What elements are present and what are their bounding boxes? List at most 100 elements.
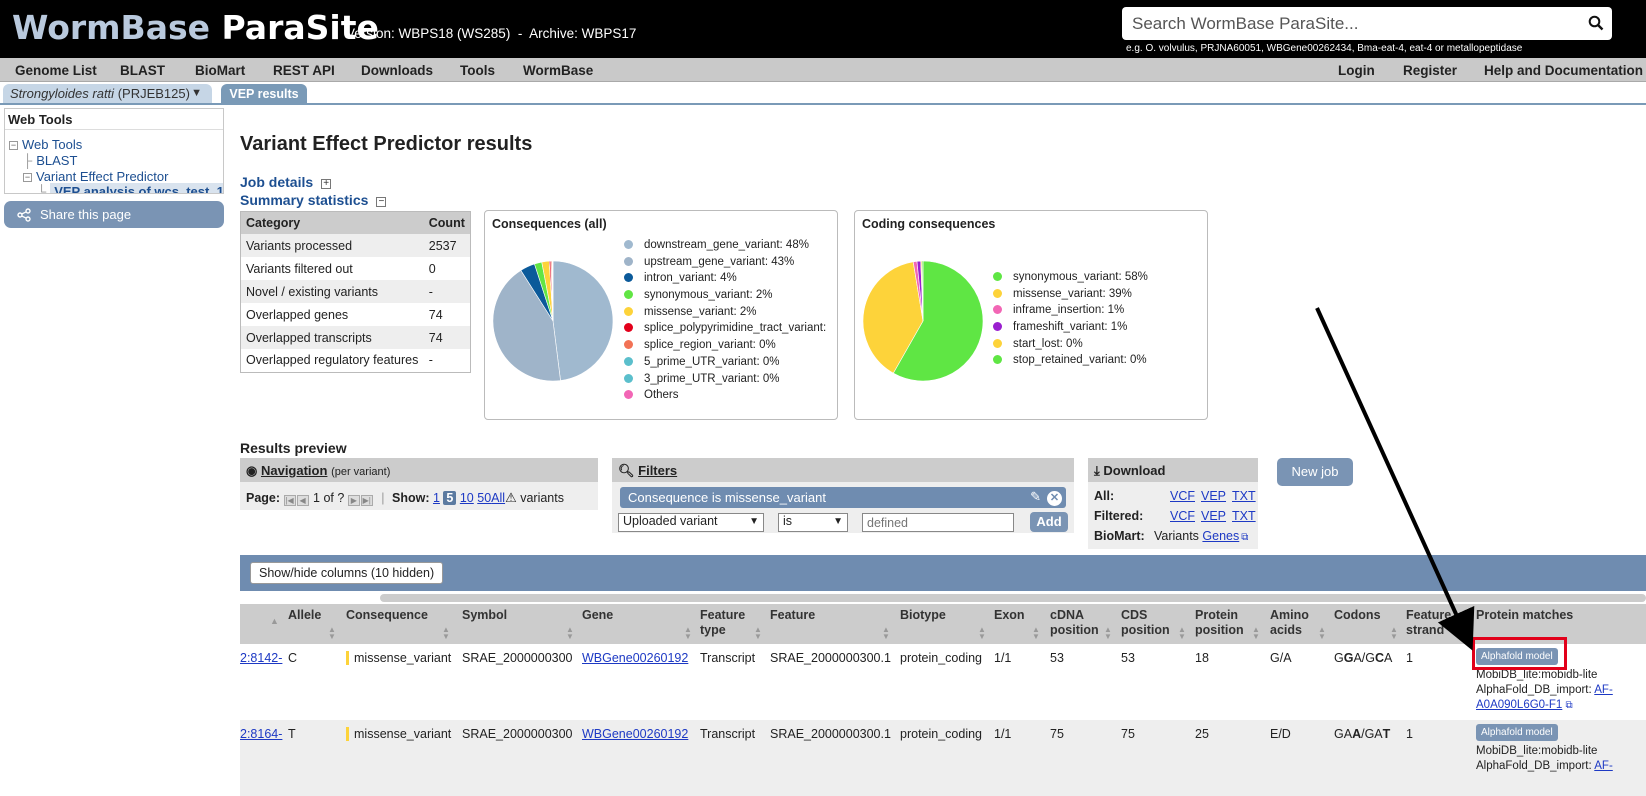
tree-item-blast[interactable]: ├BLAST [23,153,77,168]
add-filter-button[interactable]: Add [1030,512,1068,532]
show-hide-columns-button[interactable]: Show/hide columns (10 hidden) [250,562,443,584]
download-filtered-vcf[interactable]: VCF [1170,509,1195,523]
col-protein-position[interactable]: Protein position [1195,608,1245,638]
job-details-toggle[interactable]: Job details+ [240,174,331,190]
alphafold-id-link[interactable]: A0A090L6G0-F1 [1476,699,1562,711]
sort-icon[interactable]: ▲▼ [882,626,890,640]
tab-vep-results[interactable]: VEP results [221,84,307,104]
legend-item[interactable]: splice_region_variant: 0% [624,339,826,356]
legend-item[interactable]: inframe_insertion: 1% [993,304,1148,321]
filter-operator-select[interactable]: is▼ [778,513,848,532]
col-feature[interactable]: Feature [770,608,815,623]
variant-link[interactable]: 2:8142- [240,651,282,665]
col-exon[interactable]: Exon [994,608,1025,623]
sort-icon[interactable]: ▲▼ [1460,626,1468,640]
tree-item-vep[interactable]: −Variant Effect Predictor [23,169,168,184]
pie-slice[interactable] [553,261,613,381]
legend-item[interactable]: start_lost: 0% [993,338,1148,355]
nav-help[interactable]: Help and Documentation [1484,63,1643,78]
nav-wormbase[interactable]: WormBase [523,63,593,78]
nav-login[interactable]: Login [1338,63,1375,78]
show-50-link[interactable]: 50 [477,491,491,505]
col-biotype[interactable]: Biotype [900,608,946,623]
legend-item[interactable]: synonymous_variant: 2% [624,289,826,306]
nav-downloads[interactable]: Downloads [361,63,433,78]
show-10-link[interactable]: 10 [460,491,474,505]
nav-tools[interactable]: Tools [460,63,495,78]
remove-filter-icon[interactable]: ✕ [1047,491,1062,506]
horizontal-scrollbar[interactable] [380,594,1646,602]
legend-item[interactable]: missense_variant: 39% [993,288,1148,305]
dropdown-triangle-icon[interactable]: ▼ [191,87,202,99]
first-page-icon[interactable]: |◀ [284,495,296,506]
collapse-icon[interactable]: − [9,141,18,150]
download-all-vep[interactable]: VEP [1201,489,1226,503]
sort-icon[interactable]: ▲▼ [328,626,336,640]
active-filter[interactable]: Consequence is missense_variant ✎✕ [620,487,1066,508]
last-page-icon[interactable]: ▶| [361,495,373,506]
collapse-icon[interactable]: − [376,197,386,207]
nav-biomart[interactable]: BioMart [195,63,245,78]
col-amino-acids[interactable]: Amino acids [1270,608,1318,638]
sort-icon[interactable]: ▲▼ [1104,626,1112,640]
legend-item[interactable]: missense_variant: 2% [624,306,826,323]
new-job-button[interactable]: New job [1277,458,1353,486]
sort-icon[interactable]: ▲▼ [1252,626,1260,640]
edit-pencil-icon[interactable]: ✎ [1030,489,1041,504]
col-consequence[interactable]: Consequence [346,608,428,623]
wormbase-parasite-logo[interactable]: WormBase ParaSite [12,8,379,47]
summary-stats-toggle[interactable]: Summary statistics− [240,192,386,208]
sort-asc-icon[interactable]: ▲ [270,618,279,625]
alphafold-link[interactable]: AF- [1594,760,1613,772]
legend-item[interactable]: downstream_gene_variant: 48% [624,239,826,256]
nav-blast[interactable]: BLAST [120,63,165,78]
legend-item[interactable]: Others [624,389,826,406]
nav-register[interactable]: Register [1403,63,1457,78]
nav-rest-api[interactable]: REST API [273,63,335,78]
show-5-selected[interactable]: 5 [443,491,456,505]
tree-item-vep-analysis[interactable]: └VEP analysis of wcs_test_1 i [37,184,224,194]
next-page-icon[interactable]: ▶ [348,495,360,506]
filter-value-input[interactable] [862,513,1014,532]
sort-icon[interactable]: ▲▼ [1032,626,1040,640]
filter-field-select[interactable]: Uploaded variant▼ [618,513,764,532]
sort-icon[interactable]: ▲▼ [442,626,450,640]
search-input[interactable] [1122,7,1572,40]
gene-link[interactable]: WBGene00260192 [582,727,688,741]
download-all-vcf[interactable]: VCF [1170,489,1195,503]
sort-icon[interactable]: ▲▼ [754,626,762,640]
share-page-button[interactable]: Share this page [4,201,224,228]
filters-title[interactable]: Filters [638,463,677,478]
col-codons[interactable]: Codons [1334,608,1381,623]
alphafold-link[interactable]: AF- [1594,684,1613,696]
show-all-link[interactable]: All [491,491,505,505]
legend-item[interactable]: stop_retained_variant: 0% [993,354,1148,371]
navigation-title[interactable]: Navigation [261,463,327,478]
sort-icon[interactable]: ▲▼ [978,626,986,640]
sort-icon[interactable]: ▲▼ [1390,626,1398,640]
download-all-txt[interactable]: TXT [1232,489,1256,503]
legend-item[interactable]: 5_prime_UTR_variant: 0% [624,356,826,373]
sort-icon[interactable]: ▲▼ [1318,626,1326,640]
collapse-icon[interactable]: − [23,173,32,182]
sort-icon[interactable]: ▲▼ [1178,626,1186,640]
legend-item[interactable]: 3_prime_UTR_variant: 0% [624,373,826,390]
col-protein-matches[interactable]: Protein matches [1476,608,1573,623]
prev-page-icon[interactable]: ◀ [297,495,309,506]
biomart-genes-link[interactable]: Genes [1202,529,1239,543]
col-allele[interactable]: Allele [288,608,321,623]
expand-icon[interactable]: + [321,179,331,189]
legend-item[interactable]: upstream_gene_variant: 43% [624,256,826,273]
download-filtered-txt[interactable]: TXT [1232,509,1256,523]
legend-item[interactable]: intron_variant: 4% [624,272,826,289]
show-1-link[interactable]: 1 [433,491,440,505]
col-feature-strand[interactable]: Feature strand [1406,608,1458,638]
variant-link[interactable]: 2:8164- [240,727,282,741]
legend-item[interactable]: synonymous_variant: 58% [993,271,1148,288]
col-cdna-position[interactable]: cDNA position [1050,608,1106,638]
species-tab[interactable]: Strongyloides ratti (PRJEB125) ▼ [3,84,212,104]
tree-item-web-tools[interactable]: −Web Tools [9,137,82,152]
gene-link[interactable]: WBGene00260192 [582,651,688,665]
sort-icon[interactable]: ▲▼ [566,626,574,640]
col-feature-type[interactable]: Feature type [700,608,752,638]
